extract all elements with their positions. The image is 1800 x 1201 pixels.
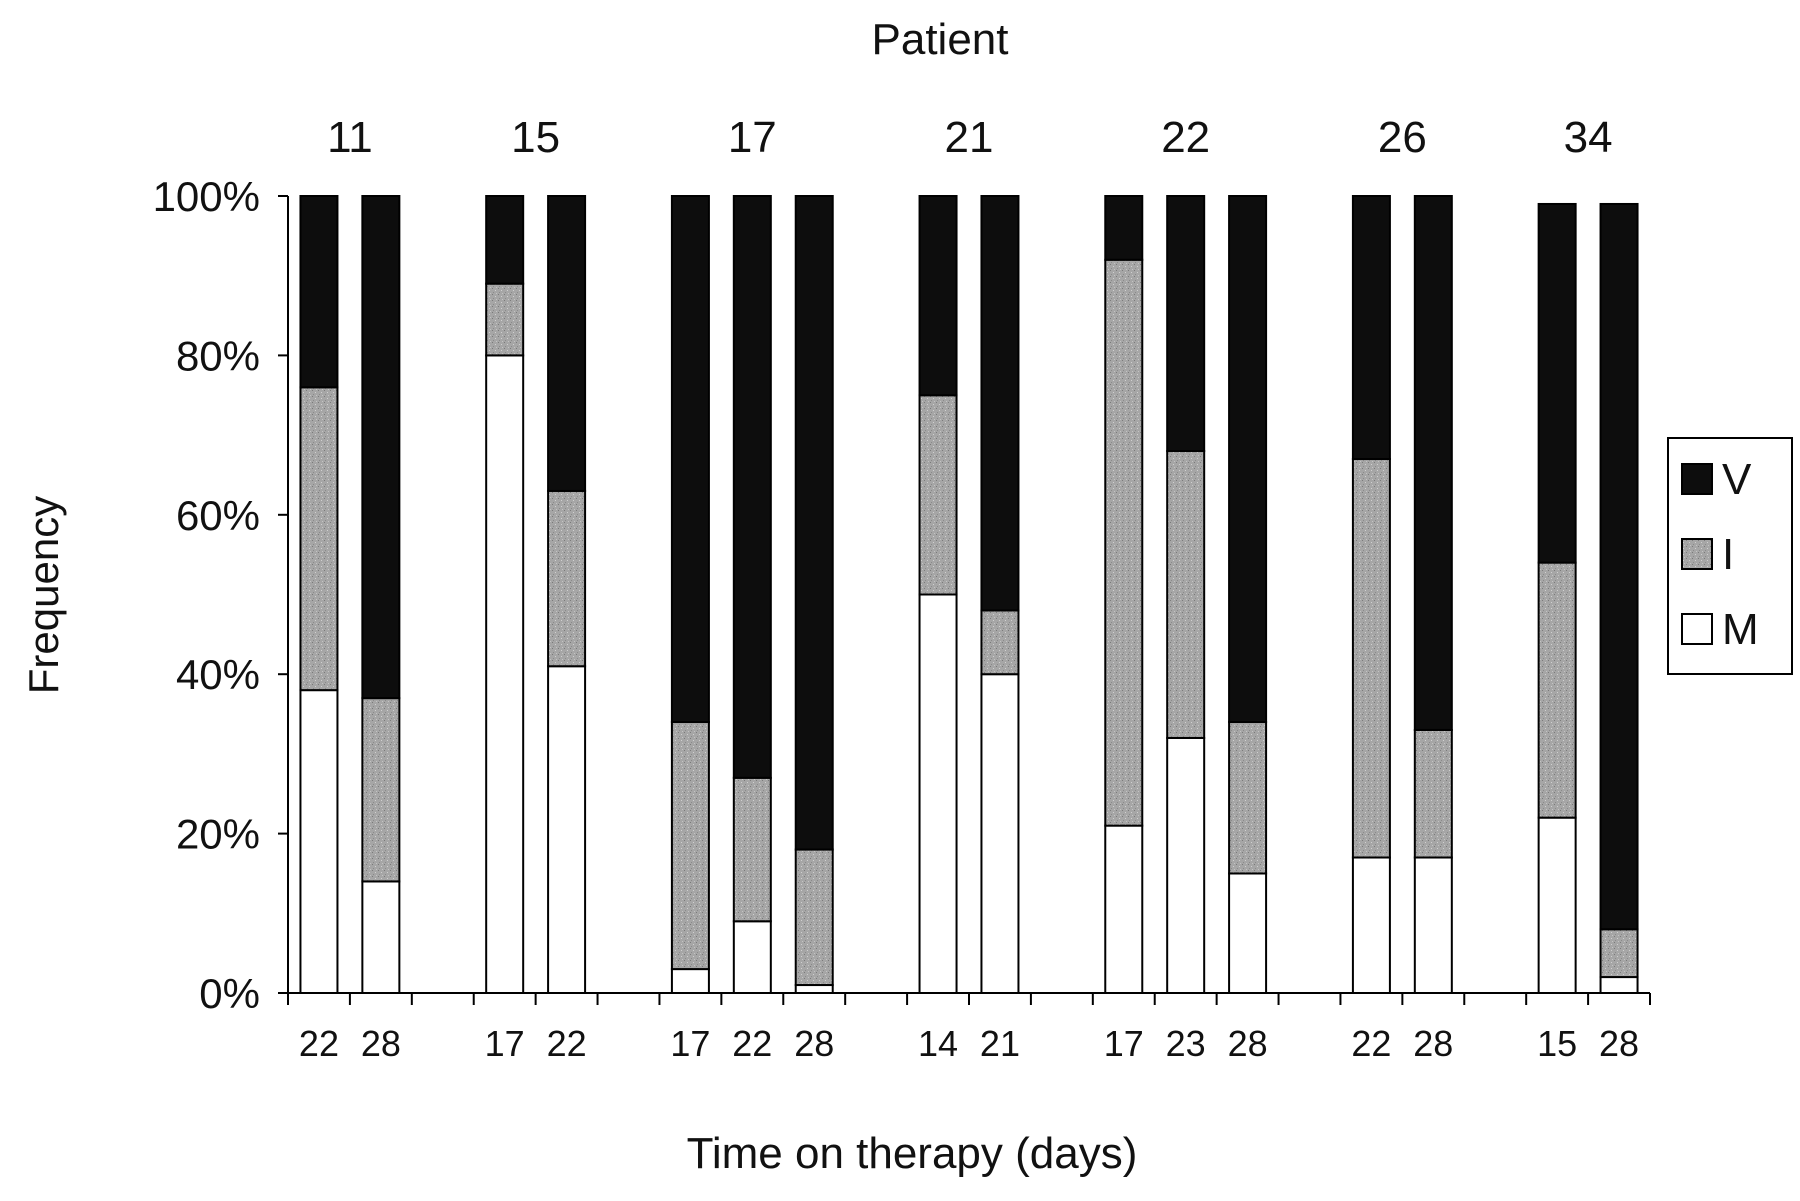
x-tick-label: 22 — [299, 1023, 339, 1064]
bar-segment-M-patient-17-day-28 — [794, 984, 834, 995]
y-tick-label: 20% — [176, 811, 260, 858]
patient-label: 22 — [1161, 113, 1210, 162]
x-tick-label: 17 — [1104, 1023, 1144, 1064]
legend-swatch-I — [1681, 538, 1713, 570]
chart-title: Patient — [872, 15, 1009, 64]
x-tick-label: 22 — [547, 1023, 587, 1064]
patient-label: 17 — [728, 113, 777, 162]
x-tick-label: 17 — [485, 1023, 525, 1064]
bar-segment-I-patient-17-day-28 — [794, 848, 834, 987]
bar-segment-I-patient-22-day-17 — [1104, 258, 1144, 827]
plot-area: 0% 20% 40% 60% 80% 100% 22 28 11 17 22 15 17 22 28 17 14… — [153, 113, 1651, 1064]
x-tick-label: 28 — [794, 1023, 834, 1064]
x-tick-label: 28 — [1599, 1023, 1639, 1064]
bar-segment-V-patient-26-day-22 — [1351, 195, 1391, 461]
bar-segment-M-patient-26-day-22 — [1351, 856, 1391, 995]
bar-segment-M-patient-22-day-28 — [1228, 872, 1268, 995]
bar-segment-V-patient-11-day-22 — [299, 195, 339, 389]
x-tick-label: 14 — [918, 1023, 958, 1064]
bar-segment-I-patient-34-day-15 — [1537, 561, 1577, 819]
bar-segment-V-patient-11-day-28 — [361, 195, 401, 700]
patient-label: 21 — [945, 113, 994, 162]
bar-segment-V-patient-22-day-23 — [1166, 195, 1206, 453]
patient-label: 15 — [511, 113, 560, 162]
bar-segment-V-patient-17-day-22 — [732, 195, 772, 779]
legend-label-V: V — [1722, 455, 1752, 504]
bar-segment-M-patient-17-day-17 — [670, 968, 710, 995]
patient-label: 26 — [1378, 113, 1427, 162]
y-tick-label: 0% — [199, 970, 260, 1017]
bar-segment-I-patient-22-day-28 — [1228, 721, 1268, 875]
bar-segment-M-patient-11-day-22 — [299, 689, 339, 994]
bar-segment-I-patient-26-day-28 — [1413, 728, 1453, 859]
bar-segment-I-patient-15-day-22 — [547, 489, 587, 668]
bar-segment-V-patient-34-day-15 — [1537, 202, 1577, 564]
x-tick-label: 22 — [1351, 1023, 1391, 1064]
bar-segment-I-patient-21-day-14 — [918, 394, 958, 596]
legend-swatch-V — [1681, 463, 1713, 495]
bar-segment-I-patient-21-day-21 — [980, 609, 1020, 676]
y-tick-label: 80% — [176, 332, 260, 379]
legend: VIM — [1667, 437, 1793, 675]
legend-label-I: I — [1722, 530, 1734, 579]
bar-segment-I-patient-17-day-22 — [732, 776, 772, 923]
bar-segment-M-patient-17-day-22 — [732, 920, 772, 995]
bar-segment-M-patient-15-day-22 — [547, 665, 587, 994]
x-tick-label: 23 — [1166, 1023, 1206, 1064]
bar-segment-M-patient-22-day-17 — [1104, 824, 1144, 994]
bar-segment-I-patient-34-day-28 — [1599, 928, 1639, 979]
y-axis-label: Frequency — [20, 496, 67, 694]
bar-segment-M-patient-21-day-14 — [918, 593, 958, 994]
bar-segment-I-patient-11-day-28 — [361, 697, 401, 883]
patient-label: 34 — [1564, 113, 1613, 162]
bar-segment-V-patient-15-day-17 — [485, 195, 525, 285]
bar-segment-V-patient-17-day-17 — [670, 195, 710, 724]
x-tick-label: 28 — [1228, 1023, 1268, 1064]
bar-segment-I-patient-11-day-22 — [299, 386, 339, 692]
x-tick-label: 28 — [361, 1023, 401, 1064]
y-tick-label: 100% — [153, 173, 260, 220]
bar-segment-M-patient-34-day-28 — [1599, 976, 1639, 994]
bar-segment-I-patient-17-day-17 — [670, 721, 710, 971]
legend-label-M: M — [1722, 605, 1759, 654]
bar-segment-V-patient-17-day-28 — [794, 195, 834, 851]
patient-label: 11 — [327, 113, 373, 162]
bar-segment-V-patient-22-day-17 — [1104, 195, 1144, 261]
x-axis-label: Time on therapy (days) — [687, 1129, 1138, 1178]
bar-segment-M-patient-22-day-23 — [1166, 736, 1206, 995]
bar-segment-M-patient-11-day-28 — [361, 880, 401, 994]
y-tick-label: 60% — [176, 492, 260, 539]
bar-segment-V-patient-21-day-14 — [918, 195, 958, 397]
bar-segment-I-patient-26-day-22 — [1351, 458, 1391, 859]
bar-segment-V-patient-21-day-21 — [980, 195, 1020, 612]
bar-segment-V-patient-26-day-28 — [1413, 195, 1453, 731]
x-tick-label: 22 — [732, 1023, 772, 1064]
bar-segment-V-patient-15-day-22 — [547, 195, 587, 492]
bar-segment-M-patient-34-day-15 — [1537, 816, 1577, 994]
x-tick-label: 21 — [980, 1023, 1020, 1064]
bar-segment-V-patient-22-day-28 — [1228, 195, 1268, 724]
y-tick-label: 40% — [176, 651, 260, 698]
x-tick-label: 15 — [1537, 1023, 1577, 1064]
bar-segment-V-patient-34-day-28 — [1599, 202, 1639, 931]
bar-segment-I-patient-15-day-17 — [485, 282, 525, 357]
bar-segment-M-patient-21-day-21 — [980, 673, 1020, 994]
legend-swatch-M — [1681, 613, 1713, 645]
x-tick-label: 17 — [670, 1023, 710, 1064]
x-tick-label: 28 — [1413, 1023, 1453, 1064]
bar-segment-M-patient-26-day-28 — [1413, 856, 1453, 995]
bar-segment-I-patient-22-day-23 — [1166, 450, 1206, 739]
bar-segment-M-patient-15-day-17 — [485, 354, 525, 994]
